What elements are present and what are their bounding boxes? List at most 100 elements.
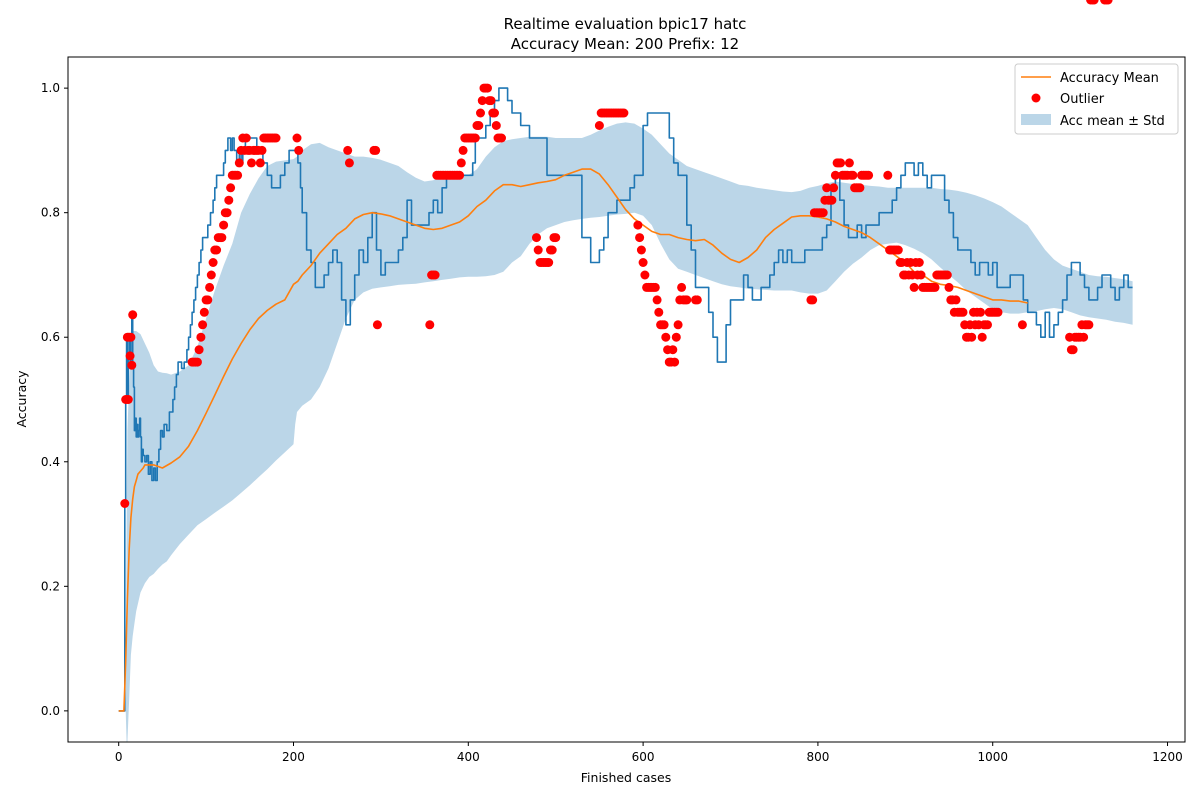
outlier-point bbox=[120, 499, 130, 508]
outlier-point bbox=[855, 183, 865, 193]
outlier-point bbox=[226, 183, 236, 193]
outlier-point bbox=[594, 121, 604, 130]
outlier-point bbox=[224, 195, 234, 205]
outlier-point bbox=[671, 332, 681, 342]
outlier-point bbox=[638, 258, 648, 267]
outlier-point bbox=[206, 270, 216, 280]
outlier-point bbox=[944, 282, 954, 292]
outlier-point bbox=[217, 233, 227, 243]
outlier-point bbox=[544, 258, 554, 267]
outlier-point bbox=[257, 145, 267, 155]
legend-box bbox=[1014, 63, 1179, 135]
outlier-point bbox=[198, 320, 208, 330]
outlier-point bbox=[491, 121, 501, 130]
outlier-point bbox=[1068, 345, 1078, 355]
outlier-point bbox=[233, 170, 243, 180]
outlier-point bbox=[1084, 320, 1094, 330]
outlier-point bbox=[474, 121, 484, 130]
outlier-point bbox=[212, 245, 222, 255]
outlier-point bbox=[486, 96, 496, 106]
outlier-point bbox=[203, 295, 213, 305]
outlier-point bbox=[1079, 332, 1089, 342]
accuracy-line bbox=[118, 87, 1133, 712]
legend-swatch-band bbox=[1021, 114, 1051, 125]
legend-label-band: Acc mean ± Std bbox=[1060, 114, 1165, 129]
accuracy-line-layer bbox=[118, 87, 1133, 712]
outlier-point bbox=[455, 170, 465, 180]
outlier-point bbox=[497, 133, 506, 143]
outlier-point bbox=[456, 158, 466, 168]
outlier-point bbox=[247, 158, 256, 168]
outlier-point bbox=[123, 395, 133, 404]
outlier-point bbox=[205, 282, 215, 292]
outlier-point bbox=[619, 108, 629, 118]
outlier-point bbox=[673, 320, 683, 330]
x-tick-label: 200 bbox=[282, 750, 305, 764]
outlier-point bbox=[914, 258, 924, 267]
outlier-point bbox=[893, 245, 903, 255]
outlier-point bbox=[344, 158, 354, 168]
y-tick-label: 0.0 bbox=[41, 704, 60, 718]
outlier-point bbox=[292, 133, 302, 143]
mean-line-layer bbox=[118, 168, 1028, 712]
x-axis-ticks: 0 200 400 600 800 1000 1200 bbox=[115, 742, 1183, 764]
accuracy-mean-line bbox=[118, 168, 1028, 712]
outlier-point bbox=[633, 220, 643, 230]
outlier-point bbox=[909, 282, 919, 292]
outlier-point bbox=[829, 183, 839, 193]
outlier-point bbox=[128, 310, 138, 320]
outlier-point bbox=[958, 307, 968, 317]
outlier-point bbox=[692, 295, 702, 305]
chart-title-line2: Accuracy Mean: 200 Prefix: 12 bbox=[511, 35, 739, 53]
outlier-point bbox=[864, 170, 874, 180]
outlier-point bbox=[836, 158, 846, 168]
chart-title-line1: Realtime evaluation bpic17 hatc bbox=[504, 15, 747, 33]
outlier-point bbox=[483, 83, 492, 93]
outlier-point bbox=[126, 332, 136, 342]
outlier-point bbox=[371, 145, 381, 155]
outlier-point bbox=[372, 320, 382, 330]
x-axis-label: Finished cases bbox=[581, 770, 671, 785]
outlier-point bbox=[194, 345, 204, 355]
outlier-point bbox=[827, 195, 837, 205]
outlier-point bbox=[234, 158, 244, 168]
outlier-point bbox=[659, 320, 669, 330]
outlier-point bbox=[930, 282, 940, 292]
outlier-point bbox=[654, 307, 664, 317]
outlier-point bbox=[967, 332, 977, 342]
outlier-point bbox=[199, 307, 209, 317]
outlier-point bbox=[640, 270, 650, 280]
std-band bbox=[125, 122, 1133, 742]
y-axis-label: Accuracy bbox=[14, 370, 29, 428]
outlier-point bbox=[818, 208, 828, 218]
x-tick-label: 1200 bbox=[1152, 750, 1183, 764]
outlier-point bbox=[196, 332, 206, 342]
outlier-point bbox=[255, 158, 265, 168]
outlier-point bbox=[844, 158, 854, 168]
outlier-layer bbox=[120, 0, 1113, 508]
outlier-point bbox=[635, 233, 645, 243]
legend: Accuracy Mean Outlier Acc mean ± Std bbox=[1014, 63, 1179, 135]
outlier-point bbox=[993, 307, 1003, 317]
outlier-point bbox=[848, 170, 858, 180]
y-tick-label: 0.4 bbox=[41, 455, 60, 469]
legend-label-mean: Accuracy Mean bbox=[1060, 71, 1159, 86]
outlier-point bbox=[127, 360, 137, 370]
outlier-point bbox=[208, 258, 218, 267]
outlier-point bbox=[650, 282, 660, 292]
outlier-point bbox=[425, 320, 435, 330]
outlier-point bbox=[430, 270, 440, 280]
outlier-point bbox=[652, 295, 662, 305]
outlier-point bbox=[241, 133, 251, 143]
outlier-point bbox=[551, 233, 561, 243]
outlier-point bbox=[1017, 320, 1027, 330]
outlier-point bbox=[682, 295, 692, 305]
outlier-point bbox=[808, 295, 818, 305]
outlier-point bbox=[125, 351, 135, 361]
outlier-point bbox=[271, 133, 281, 143]
legend-swatch-outlier bbox=[1031, 93, 1041, 103]
outlier-point bbox=[830, 170, 840, 180]
outlier-point bbox=[547, 245, 557, 255]
outlier-point bbox=[661, 332, 671, 342]
